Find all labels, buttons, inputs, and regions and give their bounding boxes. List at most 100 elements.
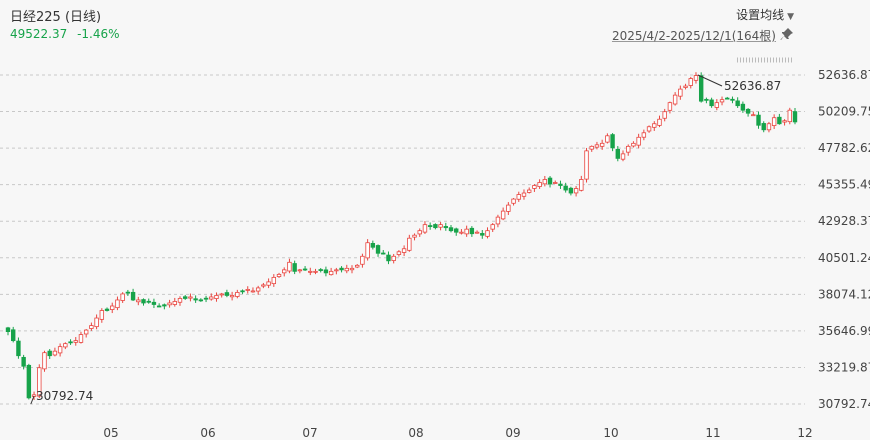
y-tick-label: 52636.87 xyxy=(818,68,870,82)
candle xyxy=(172,301,177,305)
candle xyxy=(183,296,188,299)
candle xyxy=(542,179,548,185)
candle xyxy=(516,194,521,200)
candle xyxy=(104,308,110,311)
y-tick-label: 30792.74 xyxy=(818,397,870,411)
candle xyxy=(381,252,386,255)
candle xyxy=(334,269,339,272)
candle xyxy=(375,245,381,254)
candle xyxy=(401,248,407,253)
candle xyxy=(547,177,553,185)
x-tick-label: 11 xyxy=(705,426,720,440)
candle xyxy=(777,116,782,125)
date-range[interactable]: 2025/4/2-2025/12/1(164根) xyxy=(611,29,776,43)
candle xyxy=(427,225,433,227)
candle xyxy=(276,273,282,278)
candle xyxy=(537,182,542,187)
candle xyxy=(89,325,94,329)
candles xyxy=(5,72,798,401)
candle xyxy=(229,295,235,298)
candle xyxy=(584,150,589,180)
candle xyxy=(787,109,792,123)
candle xyxy=(146,300,151,303)
candle xyxy=(751,114,756,117)
candle xyxy=(78,334,84,343)
candle xyxy=(573,188,579,194)
candle xyxy=(615,148,620,159)
candle xyxy=(308,270,313,273)
candle xyxy=(526,189,532,193)
candle xyxy=(287,261,292,272)
annotation-label: 30792.74 xyxy=(36,389,93,403)
chevron-down-icon: ▼ xyxy=(787,12,794,22)
candle xyxy=(704,98,709,101)
candle xyxy=(386,254,391,262)
candle xyxy=(725,97,730,100)
x-tick-label: 07 xyxy=(302,426,317,440)
candle xyxy=(47,350,52,357)
moving-average-settings-button[interactable]: 设置均线 ▼ xyxy=(736,6,794,23)
candle xyxy=(214,295,219,299)
last-price: 49522.37 xyxy=(10,27,68,41)
candle xyxy=(21,356,26,367)
candle xyxy=(177,298,183,303)
candle xyxy=(626,145,631,153)
candle xyxy=(667,102,673,111)
pin-icon[interactable] xyxy=(780,27,794,41)
candle xyxy=(266,281,271,286)
change-percent: -1.46% xyxy=(77,27,120,41)
y-axis-labels: 52636.87 50209.75 47782.62 45355.49 42928.37… xyxy=(818,68,870,411)
candle xyxy=(136,299,141,303)
annotation-label: 52636.87 xyxy=(724,79,781,93)
ma-button-label: 设置均线 xyxy=(736,8,785,22)
candle xyxy=(500,210,506,220)
candle xyxy=(282,269,287,274)
candle xyxy=(506,204,511,212)
candle xyxy=(57,346,63,354)
candle xyxy=(417,230,422,235)
candle xyxy=(255,287,261,292)
y-tick-label: 38074.12 xyxy=(818,287,870,301)
candle xyxy=(438,224,443,228)
candle xyxy=(599,142,605,147)
candle xyxy=(224,292,230,296)
candle xyxy=(641,132,647,138)
candle xyxy=(11,329,16,342)
candle xyxy=(761,123,766,131)
candle xyxy=(610,134,615,149)
x-tick-label: 09 xyxy=(505,426,520,440)
candle xyxy=(782,120,787,123)
candle xyxy=(579,179,584,191)
x-tick-label: 06 xyxy=(200,426,215,440)
candle xyxy=(521,192,527,197)
candle xyxy=(339,267,344,271)
candle xyxy=(558,183,563,186)
y-tick-label: 35646.99 xyxy=(818,324,870,338)
y-tick-label: 40501.24 xyxy=(818,251,870,265)
candle xyxy=(422,224,428,233)
candle xyxy=(396,251,402,255)
candle xyxy=(568,187,574,194)
candle xyxy=(631,142,636,147)
candle xyxy=(605,135,610,143)
annotation-arrow xyxy=(697,74,723,87)
candle xyxy=(714,102,720,108)
candle xyxy=(756,114,761,126)
candle xyxy=(792,111,798,123)
candle xyxy=(480,233,485,236)
candle xyxy=(683,85,688,88)
candle xyxy=(297,269,303,272)
candle xyxy=(370,243,376,248)
candle xyxy=(360,255,365,265)
candle xyxy=(688,78,693,86)
candle xyxy=(271,276,277,285)
candle xyxy=(485,230,490,237)
candle xyxy=(16,340,21,357)
candle xyxy=(563,185,568,191)
x-tick-label: 08 xyxy=(408,426,423,440)
candle xyxy=(672,94,678,105)
candle xyxy=(620,153,626,160)
candle xyxy=(188,296,193,299)
candle xyxy=(365,242,370,259)
